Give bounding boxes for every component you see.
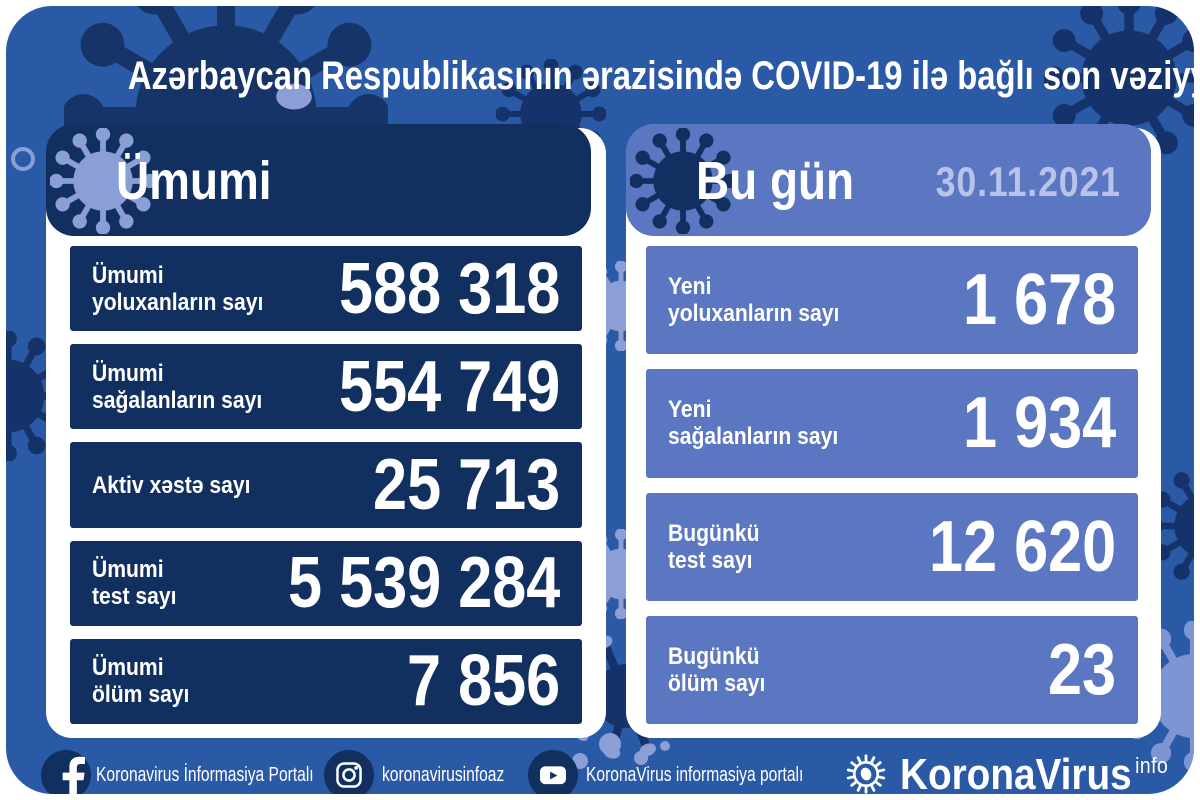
stat-row-active-cases: Aktiv xəstə sayı 25 713 — [70, 442, 582, 528]
youtube-label[interactable]: KoronaVirus informasiya portalı — [586, 764, 804, 786]
stat-value: 1 678 — [962, 260, 1116, 341]
stat-value: 23 — [1047, 629, 1116, 710]
stat-row-total-recovered: Ümumi sağalanların sayı 554 749 — [70, 344, 582, 430]
logo-superscript: info — [1135, 753, 1169, 778]
stat-row-today-tests: Bugünkü test sayı 12 620 — [646, 492, 1138, 601]
stat-value: 588 318 — [338, 248, 560, 329]
total-panel-header: Ümumi — [46, 124, 591, 236]
today-panel-title: Bu gün — [696, 151, 855, 211]
logo-text: KoronaVirus info — [900, 744, 1168, 794]
youtube-icon[interactable] — [528, 750, 578, 794]
stat-label: Yeni sağalanların sayı — [668, 396, 839, 451]
stat-label: Ümumi sağalanların sayı — [92, 359, 263, 414]
ring-decoration-left — [11, 147, 35, 171]
total-stats-list: Ümumi yoluxanların sayı 588 318 Ümumi sağa… — [70, 246, 582, 725]
stat-label: Ümumi ölüm sayı — [92, 654, 190, 709]
instagram-icon[interactable] — [324, 750, 374, 794]
stat-row-new-infections: Yeni yoluxanların sayı 1 678 — [646, 246, 1138, 355]
today-stats-list: Yeni yoluxanların sayı 1 678 Yeni sağalanl… — [646, 246, 1138, 724]
stat-value: 1 934 — [962, 383, 1116, 464]
facebook-icon[interactable] — [41, 750, 91, 794]
today-panel-header: Bu gün 30.11.2021 — [626, 124, 1151, 236]
stat-label: Bugünkü test sayı — [668, 519, 760, 574]
instagram-label[interactable]: koronavirusinfoaz — [382, 764, 505, 786]
total-panel-title: Ümumi — [116, 151, 272, 211]
stat-row-total-tests: Ümumi test sayı 5 539 284 — [70, 540, 582, 626]
stat-value: 12 620 — [928, 506, 1116, 587]
page-title-text: Azərbaycan Respublikasının ərazisində CO… — [127, 54, 1194, 98]
stat-row-today-deaths: Bugünkü ölüm sayı 23 — [646, 615, 1138, 724]
virus-icon — [846, 754, 886, 794]
stat-label: Bugünkü ölüm sayı — [668, 642, 766, 697]
page-title: Azərbaycan Respublikasının ərazisində CO… — [6, 50, 1194, 102]
stat-label: Ümumi test sayı — [92, 556, 177, 611]
stat-value: 5 539 284 — [287, 543, 560, 624]
stat-row-total-deaths: Ümumi ölüm sayı 7 856 — [70, 638, 582, 725]
stat-label: Ümumi yoluxanların sayı — [92, 261, 264, 316]
stat-label: Aktiv xəstə sayı — [92, 471, 251, 499]
report-date: 30.11.2021 — [935, 158, 1121, 205]
stat-value: 7 856 — [406, 641, 560, 722]
stat-value: 554 749 — [338, 346, 560, 427]
stat-row-new-recovered: Yeni sağalanların sayı 1 934 — [646, 369, 1138, 478]
stat-row-total-infections: Ümumi yoluxanların sayı 588 318 — [70, 246, 582, 332]
stat-value: 25 713 — [372, 445, 560, 525]
facebook-label[interactable]: Koronavirus İnformasiya Portalı — [96, 764, 314, 786]
stat-label: Yeni yoluxanların sayı — [668, 273, 840, 328]
infographic-canvas: Azərbaycan Respublikasının ərazisində CO… — [6, 6, 1194, 794]
